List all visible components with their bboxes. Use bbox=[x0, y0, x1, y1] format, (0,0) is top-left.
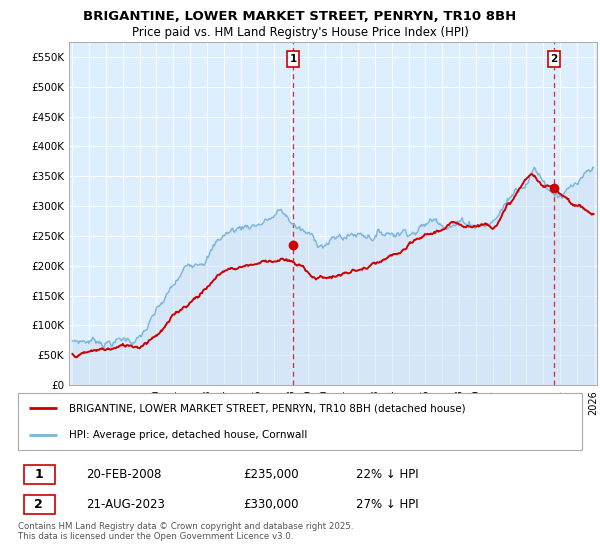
Text: 2: 2 bbox=[34, 498, 43, 511]
FancyBboxPatch shape bbox=[23, 495, 55, 515]
Text: Price paid vs. HM Land Registry's House Price Index (HPI): Price paid vs. HM Land Registry's House … bbox=[131, 26, 469, 39]
FancyBboxPatch shape bbox=[23, 465, 55, 484]
FancyBboxPatch shape bbox=[18, 393, 582, 450]
Text: 20-FEB-2008: 20-FEB-2008 bbox=[86, 468, 161, 481]
Text: BRIGANTINE, LOWER MARKET STREET, PENRYN, TR10 8BH (detached house): BRIGANTINE, LOWER MARKET STREET, PENRYN,… bbox=[69, 403, 466, 413]
Text: 27% ↓ HPI: 27% ↓ HPI bbox=[356, 498, 419, 511]
Text: 2: 2 bbox=[550, 54, 557, 64]
Text: BRIGANTINE, LOWER MARKET STREET, PENRYN, TR10 8BH: BRIGANTINE, LOWER MARKET STREET, PENRYN,… bbox=[83, 10, 517, 23]
Text: £330,000: £330,000 bbox=[244, 498, 299, 511]
Text: £235,000: £235,000 bbox=[244, 468, 299, 481]
Text: 21-AUG-2023: 21-AUG-2023 bbox=[86, 498, 164, 511]
Text: HPI: Average price, detached house, Cornwall: HPI: Average price, detached house, Corn… bbox=[69, 430, 307, 440]
Text: 1: 1 bbox=[34, 468, 43, 481]
Text: 1: 1 bbox=[290, 54, 297, 64]
Text: Contains HM Land Registry data © Crown copyright and database right 2025.
This d: Contains HM Land Registry data © Crown c… bbox=[18, 522, 353, 542]
Text: 22% ↓ HPI: 22% ↓ HPI bbox=[356, 468, 419, 481]
